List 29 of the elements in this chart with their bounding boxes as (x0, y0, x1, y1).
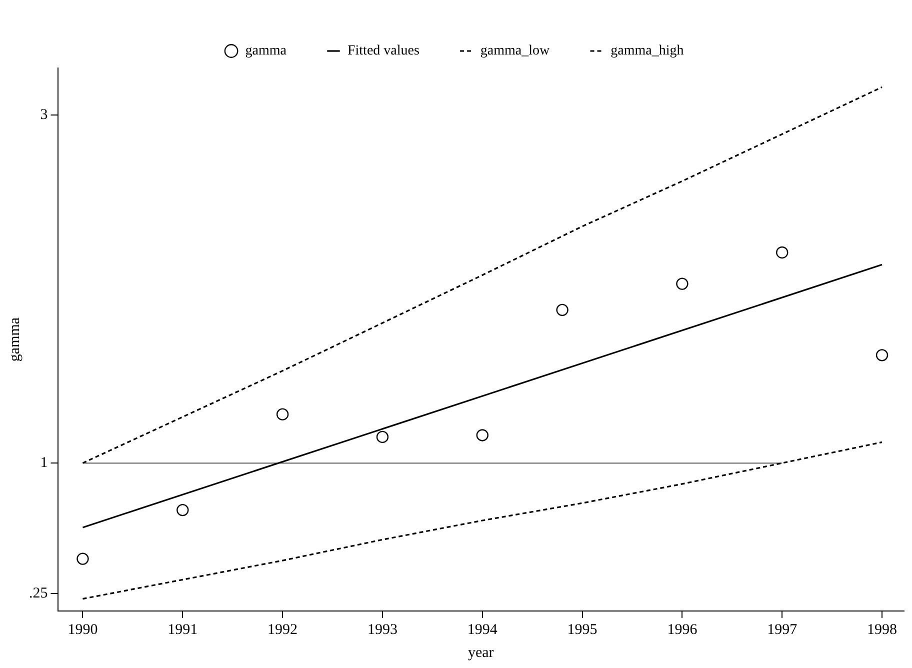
y-tick-label: .25 (29, 586, 48, 602)
point (876, 349, 888, 362)
x-tick-label: 1998 (867, 622, 898, 638)
y-tick-label: 3 (40, 106, 48, 123)
y-axis-title: gamma (6, 317, 23, 362)
x-tick-label: 1994 (467, 622, 498, 638)
point (676, 278, 688, 290)
point (376, 430, 389, 444)
x-tick-label: 1991 (168, 622, 198, 638)
point (276, 408, 289, 420)
x-tick-label: 1990 (68, 622, 98, 638)
legend-label: gamma_high (610, 44, 684, 59)
x-axis-title: year (468, 644, 494, 661)
point (76, 552, 89, 565)
x-tick-label: 1995 (567, 622, 598, 638)
point (476, 429, 488, 442)
line-series (82, 86, 883, 464)
legend-label: Fitted values (347, 44, 420, 59)
x-tick-label: 1992 (268, 622, 298, 638)
x-tick-label: 1996 (667, 622, 698, 638)
point (776, 246, 788, 259)
legend-label: gamma (245, 44, 288, 59)
y-tick-label: 1 (40, 455, 48, 472)
legend-label: gamma_low (480, 44, 551, 59)
line-series (82, 441, 883, 600)
x-tick-label: 1993 (367, 622, 398, 638)
x-tick-label: 1997 (767, 622, 798, 638)
point (556, 304, 568, 316)
point (176, 504, 189, 516)
